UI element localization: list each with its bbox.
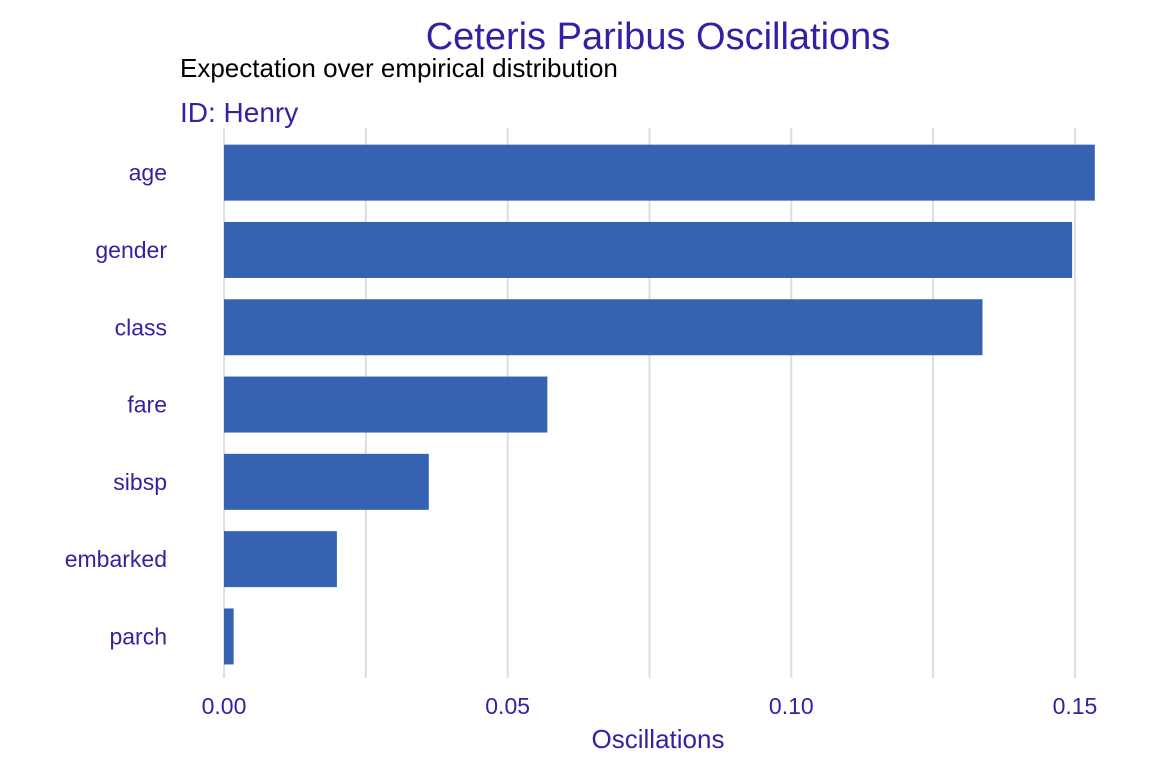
category-label-age: age <box>129 160 167 186</box>
chart-title: Ceteris Paribus Oscillations <box>426 16 891 58</box>
chart-subtitle: Expectation over empirical distribution <box>180 53 618 83</box>
x-axis-title: Oscillations <box>592 724 725 754</box>
bar-fare <box>224 376 548 433</box>
x-tick-label: 0.00 <box>202 693 247 719</box>
category-labels: age gender class fare sibsp embarked parch <box>65 160 168 650</box>
category-label-gender: gender <box>95 237 167 263</box>
category-label-fare: fare <box>127 392 167 418</box>
bar-embarked <box>224 531 337 588</box>
category-label-parch: parch <box>109 623 167 649</box>
bar-gender <box>224 221 1073 278</box>
bar-age <box>224 144 1095 201</box>
bar-parch <box>224 608 234 665</box>
bar-layer <box>224 144 1095 665</box>
category-label-sibsp: sibsp <box>113 469 167 495</box>
x-tick-label: 0.15 <box>1053 693 1098 719</box>
x-tick-label: 0.10 <box>769 693 814 719</box>
bar-class <box>224 299 983 356</box>
category-label-class: class <box>115 314 167 340</box>
x-tick-label: 0.05 <box>485 693 530 719</box>
category-label-embarked: embarked <box>65 546 167 572</box>
x-tick-labels: 0.00 0.05 0.10 0.15 <box>202 693 1098 719</box>
bar-sibsp <box>224 453 429 510</box>
facet-label: ID: Henry <box>180 97 298 128</box>
